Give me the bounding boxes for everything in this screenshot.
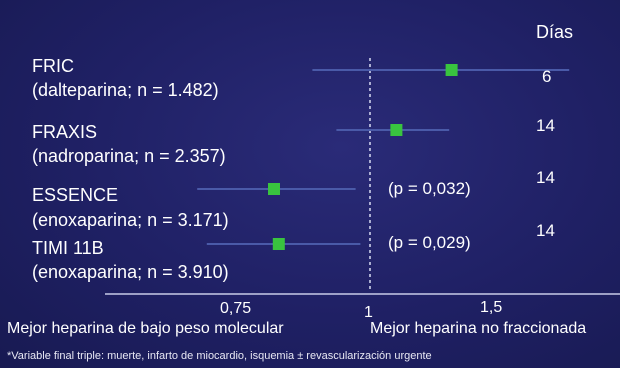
- tick-label-075: 0,75: [220, 300, 252, 317]
- footnote: *Variable final triple: muerte, infarto …: [7, 350, 432, 362]
- trial-detail-timi: (enoxaparina; n = 3.910): [32, 262, 229, 282]
- estimate-point-fraxis: [390, 124, 403, 136]
- tick-label-15: 1,5: [480, 299, 503, 316]
- caption-lmwh-better: Mejor heparina de bajo peso molecular: [7, 320, 284, 337]
- days-value-essence: 14: [536, 168, 555, 187]
- estimate-point-fric: [445, 64, 458, 76]
- trial-detail-essence: (enoxaparina; n = 3.171): [32, 210, 229, 230]
- caption-ufh-better: Mejor heparina no fraccionada: [370, 320, 587, 337]
- pvalue-timi: (p = 0,029): [388, 233, 471, 252]
- days-value-fric: 6: [542, 67, 552, 86]
- trial-name-fraxis: FRAXIS: [32, 122, 98, 142]
- trial-detail-fraxis: (nadroparina; n = 2.357): [32, 146, 226, 166]
- pvalue-essence: (p = 0,032): [388, 179, 471, 198]
- tick-label-1: 1: [364, 304, 373, 321]
- estimate-point-essence: [268, 183, 280, 195]
- trial-name-fric: FRIC: [32, 56, 74, 76]
- days-value-fraxis: 14: [536, 116, 555, 135]
- estimate-point-timi: [272, 238, 285, 250]
- days-header: Días: [536, 22, 574, 42]
- trial-name-timi: TIMI 11B: [32, 238, 104, 258]
- days-value-timi: 14: [536, 221, 555, 240]
- trial-detail-fric: (dalteparina; n = 1.482): [32, 80, 219, 100]
- trial-name-essence: ESSENCE: [32, 185, 119, 205]
